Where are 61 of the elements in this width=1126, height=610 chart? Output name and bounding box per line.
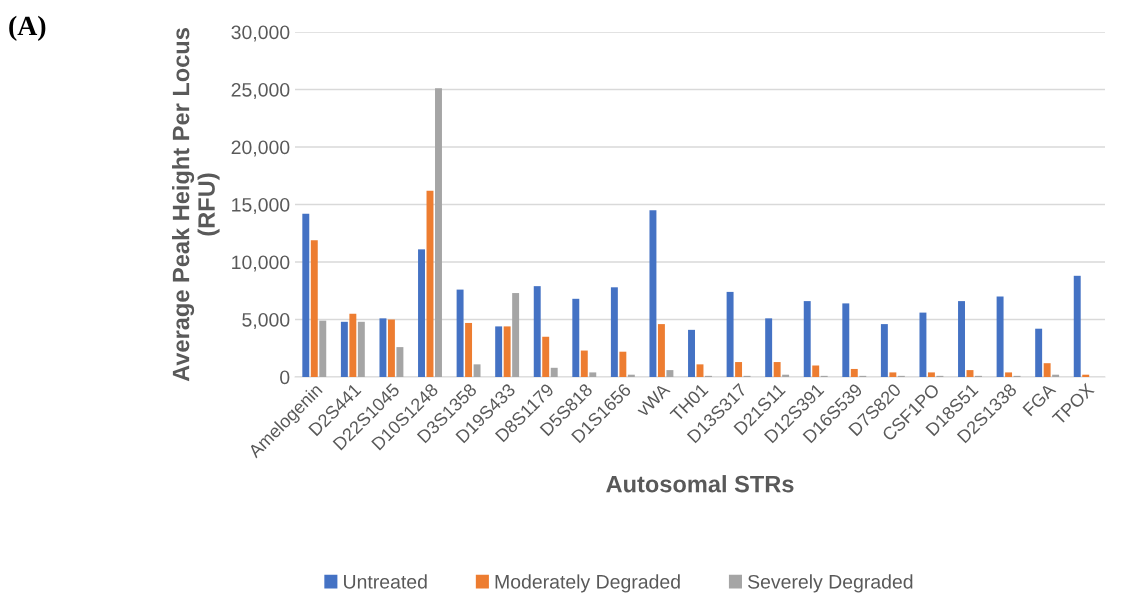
- bar: [379, 318, 387, 377]
- bar: [357, 321, 365, 377]
- bar: [340, 321, 348, 377]
- bar: [927, 372, 935, 377]
- bar: [666, 370, 674, 377]
- bar: [1005, 372, 1013, 377]
- bar: [473, 364, 481, 377]
- legend-label: Untreated: [344, 574, 427, 589]
- bar: [812, 365, 820, 377]
- bar: [610, 287, 618, 377]
- bar: [996, 296, 1004, 377]
- bar: [418, 249, 425, 377]
- bar: [580, 350, 588, 377]
- y-tick-label: 30,000: [231, 25, 290, 42]
- bar: [572, 298, 580, 377]
- bar: [456, 289, 464, 377]
- bar: [842, 303, 850, 377]
- legend-label: Moderately Degraded: [495, 574, 680, 593]
- bar: [435, 88, 442, 377]
- text: (A): [9, 15, 46, 41]
- bar: [1043, 363, 1051, 377]
- bar: [919, 312, 927, 377]
- bar: [387, 319, 395, 377]
- bar: [619, 351, 627, 377]
- bar: [688, 329, 695, 377]
- y-tick-label: 10,000: [232, 255, 290, 272]
- bar: [503, 326, 511, 377]
- bar: [550, 367, 558, 377]
- bar: [465, 322, 473, 377]
- bar: [880, 324, 888, 377]
- bar: [349, 313, 357, 377]
- x-axis-title: Autosomal STRs: [606, 475, 794, 493]
- legend-label: Severely Degraded: [748, 574, 913, 593]
- y-tick-label: 25,000: [231, 82, 290, 100]
- bar: [773, 362, 781, 377]
- bar: [1035, 328, 1043, 377]
- bar: [512, 293, 520, 377]
- bar: [1073, 275, 1081, 377]
- bar: [726, 291, 734, 377]
- y-tick-label: 20,000: [231, 140, 290, 157]
- bar: [889, 372, 897, 377]
- y-axis-title: Average Peak Height Per Locus (RFU): [172, 28, 220, 382]
- bar: [302, 213, 310, 377]
- bar: [735, 362, 743, 377]
- bar: [396, 347, 404, 377]
- y-tick-label: 15,000: [232, 197, 290, 215]
- bar: [533, 286, 541, 377]
- bar: [657, 324, 665, 377]
- bar: [765, 318, 773, 377]
- bar: [495, 326, 503, 377]
- bar: [803, 301, 811, 377]
- bar: [542, 336, 550, 377]
- bar: [958, 301, 965, 377]
- y-tick-label: 5,000: [242, 312, 290, 330]
- bar: [589, 372, 597, 377]
- bar: [649, 210, 657, 377]
- bar: [319, 320, 327, 377]
- bar: [850, 368, 858, 377]
- x-tick-label: vWA: [635, 382, 671, 418]
- y-tick-label: 0: [280, 370, 290, 385]
- bar: [310, 240, 318, 377]
